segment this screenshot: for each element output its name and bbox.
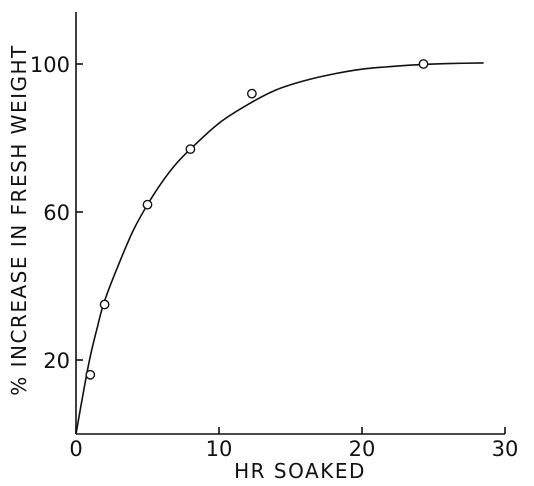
data-point [246, 88, 257, 99]
data-points [85, 59, 429, 380]
x-tick-label: 30 [492, 437, 519, 461]
axes [75, 12, 505, 435]
x-tick-label: 20 [349, 437, 376, 461]
y-tick-label: 100 [30, 53, 70, 77]
y-tick-label: 60 [43, 201, 70, 225]
fitted-curve-line [75, 62, 484, 435]
data-point [99, 299, 110, 310]
y-ticks: 20 60 100 [30, 53, 83, 373]
x-tick-label: 10 [206, 437, 233, 461]
data-point [418, 59, 429, 69]
x-tick-label: 0 [69, 437, 82, 461]
data-point [185, 144, 196, 155]
data-point [85, 369, 96, 380]
data-point [142, 199, 153, 210]
y-axis-title: % INCREASE IN FRESH WEIGHT [7, 44, 31, 396]
x-axis-title: HR SOAKED [234, 459, 366, 483]
y-tick-label: 20 [43, 349, 70, 373]
x-ticks: 0 10 20 30 [69, 427, 518, 461]
